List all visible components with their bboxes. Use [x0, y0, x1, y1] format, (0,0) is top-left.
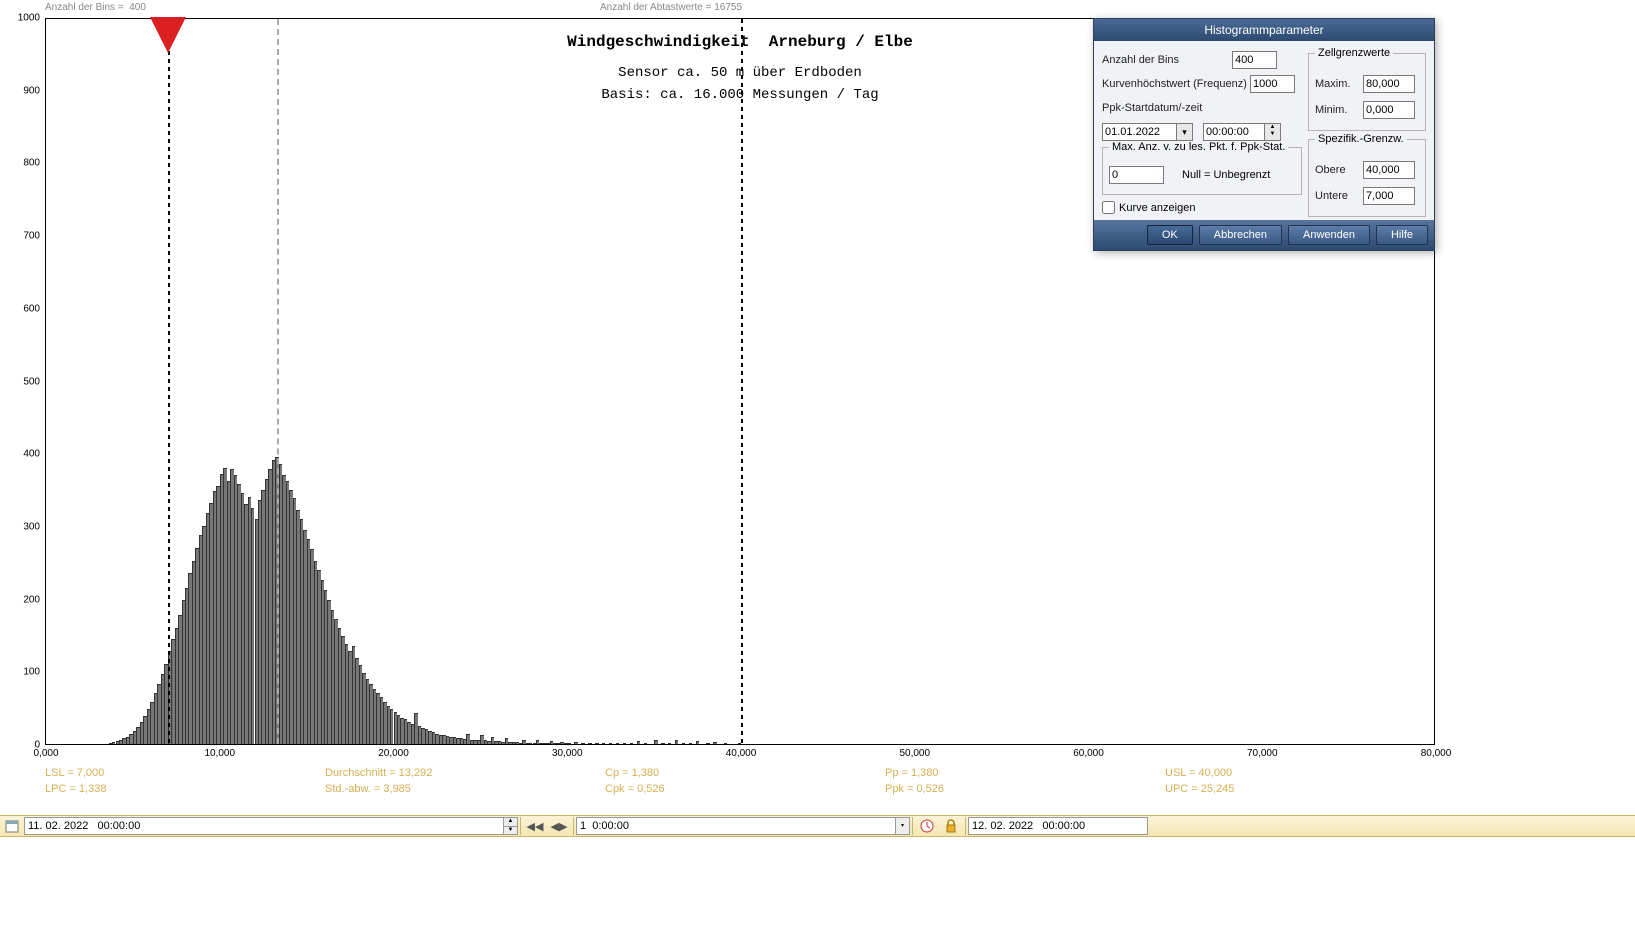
step-back-icon[interactable]: ◀◀	[526, 817, 544, 835]
input-ppk-time[interactable]	[1203, 123, 1265, 141]
time-range-toolbar: ▲▼ ◀◀ ◀▶ ▾	[0, 815, 1635, 837]
x-tick-label: 80,000	[1421, 748, 1452, 759]
y-tick-label: 500	[5, 376, 40, 387]
y-tick-label: 200	[5, 594, 40, 605]
calendar-icon[interactable]	[3, 817, 21, 835]
stats-row-2: LPC = 1,338 Std.-abw. = 3,985 Cpk = 0,52…	[45, 783, 1435, 799]
limit-line	[277, 19, 279, 744]
range-dropdown[interactable]: ▾	[896, 817, 910, 835]
x-tick-label: 20,000	[378, 748, 409, 759]
stat-pp: Pp = 1,380	[885, 767, 939, 779]
stat-ppk: Ppk = 0,526	[885, 783, 944, 795]
start-spinner[interactable]: ▲▼	[504, 817, 518, 835]
dialog-button-bar: OK Abbrechen Anwenden Hilfe	[1094, 220, 1434, 250]
stat-std: Std.-abw. = 3,985	[325, 783, 411, 795]
histogram-params-dialog: Histogrammparameter Anzahl der Bins Kurv…	[1093, 18, 1435, 251]
x-tick-label: 10,000	[204, 748, 235, 759]
limit-line	[168, 19, 170, 744]
input-max[interactable]	[1363, 75, 1415, 93]
stat-usl: USL = 40,000	[1165, 767, 1232, 779]
y-tick-label: 400	[5, 449, 40, 460]
y-tick-label: 600	[5, 303, 40, 314]
maxpts-group: Max. Anz. v. zu les. Pkt. f. Ppk-Stat. N…	[1102, 147, 1302, 195]
y-tick-label: 1000	[5, 13, 40, 24]
y-tick-label: 900	[5, 85, 40, 96]
help-button[interactable]: Hilfe	[1376, 225, 1428, 245]
start-datetime-field[interactable]	[24, 817, 504, 835]
x-tick-label: 40,000	[726, 748, 757, 759]
cancel-button[interactable]: Abbrechen	[1199, 225, 1282, 245]
stats-row-1: LSL = 7,000 Durchschnitt = 13,292 Cp = 1…	[45, 767, 1435, 783]
y-tick-label: 100	[5, 667, 40, 678]
dialog-title: Histogrammparameter	[1094, 19, 1434, 41]
x-tick-label: 30,000	[552, 748, 583, 759]
stat-lsl: LSL = 7,000	[45, 767, 104, 779]
label-bins: Anzahl der Bins	[1102, 54, 1232, 66]
stat-upc: UPC = 25,245	[1165, 783, 1234, 795]
stat-avg: Durchschnitt = 13,292	[325, 767, 432, 779]
input-ppk-date[interactable]	[1102, 123, 1177, 141]
input-min[interactable]	[1363, 101, 1415, 119]
input-upper[interactable]	[1363, 161, 1415, 179]
x-tick-label: 70,000	[1247, 748, 1278, 759]
cell-limits-group: Zellgrenzwerte Maxim. Minim.	[1308, 53, 1426, 131]
x-tick-label: 60,000	[1073, 748, 1104, 759]
spec-limits-group: Spezifik.-Grenzw. Obere Untere	[1308, 139, 1426, 217]
y-tick-label: 300	[5, 521, 40, 532]
y-tick-label: 800	[5, 158, 40, 169]
label-max: Maxim.	[1315, 78, 1363, 90]
range-field[interactable]	[576, 817, 896, 835]
bins-count-label: Anzahl der Bins = 400	[45, 2, 146, 13]
input-lower[interactable]	[1363, 187, 1415, 205]
apply-button[interactable]: Anwenden	[1288, 225, 1370, 245]
step-forward-icon[interactable]: ◀▶	[550, 817, 568, 835]
date-dropdown-icon[interactable]: ▾	[1177, 123, 1193, 141]
samples-count-label: Anzahl der Abtastwerte = 16755	[600, 2, 742, 13]
marker-arrow-icon[interactable]	[150, 17, 186, 53]
label-kmax: Kurvenhöchstwert (Frequenz)	[1102, 78, 1250, 90]
label-ppk-date: Ppk-Startdatum/-zeit	[1102, 102, 1232, 114]
input-bins[interactable]	[1232, 51, 1277, 69]
limit-line	[741, 19, 743, 744]
ok-button[interactable]: OK	[1147, 225, 1193, 245]
stat-lpc: LPC = 1,338	[45, 783, 106, 795]
y-tick-label: 700	[5, 231, 40, 242]
label-min: Minim.	[1315, 104, 1363, 116]
label-lower: Untere	[1315, 190, 1363, 202]
y-tick-label: 0	[5, 740, 40, 751]
top-labels: Anzahl der Bins = 400 Anzahl der Abtastw…	[0, 2, 1635, 14]
stat-cpk: Cpk = 0,526	[605, 783, 665, 795]
label-null: Null = Unbegrenzt	[1182, 169, 1270, 181]
lock-icon[interactable]	[942, 817, 960, 835]
end-datetime-field[interactable]	[968, 817, 1148, 835]
input-maxpts[interactable]	[1109, 166, 1164, 184]
x-tick-label: 50,000	[899, 748, 930, 759]
time-spinner-icon[interactable]: ▲▼	[1265, 123, 1281, 141]
clock-icon[interactable]	[918, 817, 936, 835]
label-upper: Obere	[1315, 164, 1363, 176]
stat-cp: Cp = 1,380	[605, 767, 659, 779]
checkbox-show-curve[interactable]: Kurve anzeigen	[1102, 201, 1302, 214]
input-kmax[interactable]	[1250, 75, 1295, 93]
